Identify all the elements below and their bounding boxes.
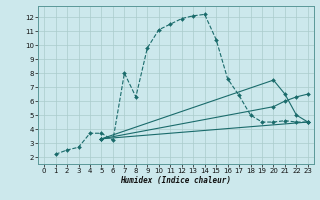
X-axis label: Humidex (Indice chaleur): Humidex (Indice chaleur): [121, 176, 231, 185]
